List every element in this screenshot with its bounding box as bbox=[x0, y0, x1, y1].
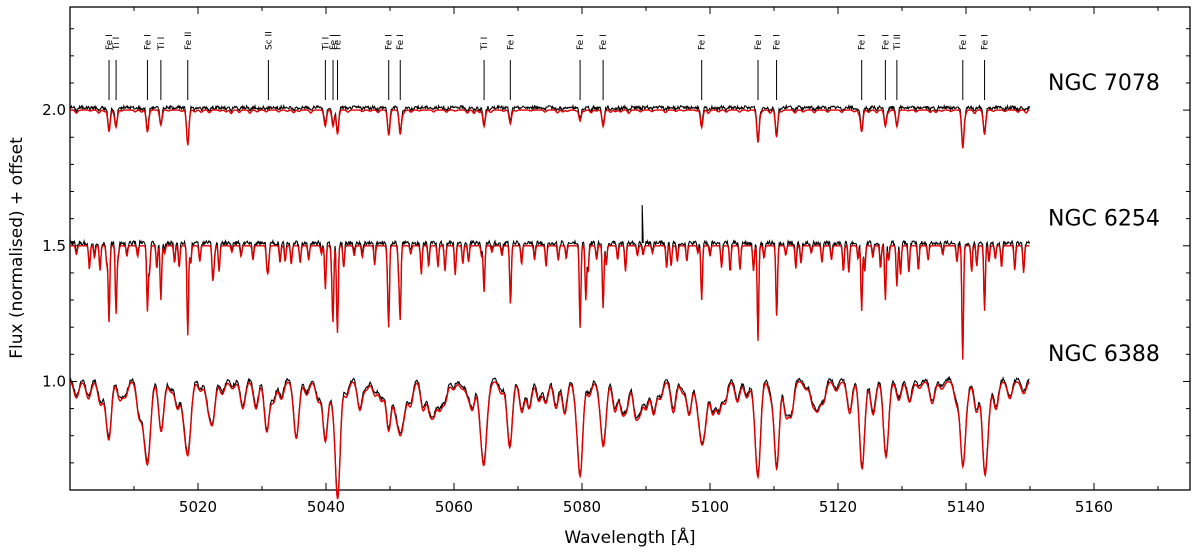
line-id-label: Ti I bbox=[112, 37, 122, 51]
line-id-label: Fe I bbox=[858, 34, 868, 50]
spectra-series bbox=[69, 103, 1030, 500]
line-id-label: Fe I bbox=[105, 34, 115, 50]
line-id-label: Fe I bbox=[334, 34, 344, 50]
line-id-label: Fe I bbox=[329, 34, 339, 50]
line-id-label: Fe I bbox=[506, 34, 516, 50]
x-tick-label: 5060 bbox=[435, 498, 473, 516]
x-tick-label: 5120 bbox=[819, 498, 857, 516]
x-axis-label: Wavelength [Å] bbox=[564, 526, 695, 548]
line-id-label: Fe I bbox=[959, 34, 969, 50]
line-identifications: Fe ITi I Fe I Ti I Fe II Sc II Ti IFe IFe I Fe… bbox=[105, 31, 991, 100]
x-tick-label: 5080 bbox=[563, 498, 601, 516]
line-id-label: Ti I bbox=[321, 37, 331, 51]
plot-frame bbox=[69, 6, 1191, 491]
line-id-label: Fe I bbox=[599, 34, 609, 50]
line-id-label: Fe II bbox=[184, 32, 194, 50]
model-spectrum bbox=[69, 380, 1030, 500]
line-id-label: Fe I bbox=[576, 34, 586, 50]
line-id-label: Ti II bbox=[893, 34, 903, 51]
x-tick-label: 5040 bbox=[307, 498, 345, 516]
spectrum-label: NGC 6388 bbox=[1048, 342, 1160, 367]
spectrum-label: NGC 7078 bbox=[1048, 71, 1160, 96]
line-id-label: Fe I bbox=[143, 34, 153, 50]
observed-spectrum bbox=[69, 205, 1030, 358]
x-tick-label: 5020 bbox=[179, 498, 217, 516]
spectrum-labels: NGC 7078 NGC 6254 NGC 6388 bbox=[1048, 71, 1160, 367]
spectrum-label: NGC 6254 bbox=[1048, 206, 1160, 231]
line-id-label: Sc II bbox=[264, 31, 274, 50]
model-spectrum bbox=[70, 109, 1030, 149]
line-id-label: Fe I bbox=[773, 34, 783, 50]
line-id-label: Ti I bbox=[157, 37, 167, 51]
y-tick-label: 1.0 bbox=[42, 372, 66, 390]
line-id-label: Fe I bbox=[698, 34, 708, 50]
x-tick-label: 5160 bbox=[1075, 498, 1113, 516]
line-id-label: Fe I bbox=[881, 34, 891, 50]
line-id-label: Fe I bbox=[396, 34, 406, 50]
line-id-label: Fe I bbox=[754, 34, 764, 50]
x-tick-label: 5140 bbox=[947, 498, 985, 516]
line-id-label: Fe I bbox=[385, 34, 395, 50]
x-tick-label: 5100 bbox=[691, 498, 729, 516]
axis-ticks: 5020 5040 5060 5080 5100 5120 5140 5160 1.0 1.5 2.… bbox=[42, 7, 1190, 516]
y-axis-label: Flux (normalised) + offset bbox=[7, 137, 27, 359]
observed-spectrum bbox=[69, 103, 1030, 146]
line-id-label: Fe I bbox=[981, 34, 991, 50]
y-tick-label: 1.5 bbox=[42, 237, 66, 255]
y-tick-label: 2.0 bbox=[42, 101, 66, 119]
line-id-label: Ti I bbox=[480, 37, 490, 51]
model-spectrum bbox=[70, 243, 1030, 360]
observed-spectrum bbox=[69, 375, 1030, 497]
